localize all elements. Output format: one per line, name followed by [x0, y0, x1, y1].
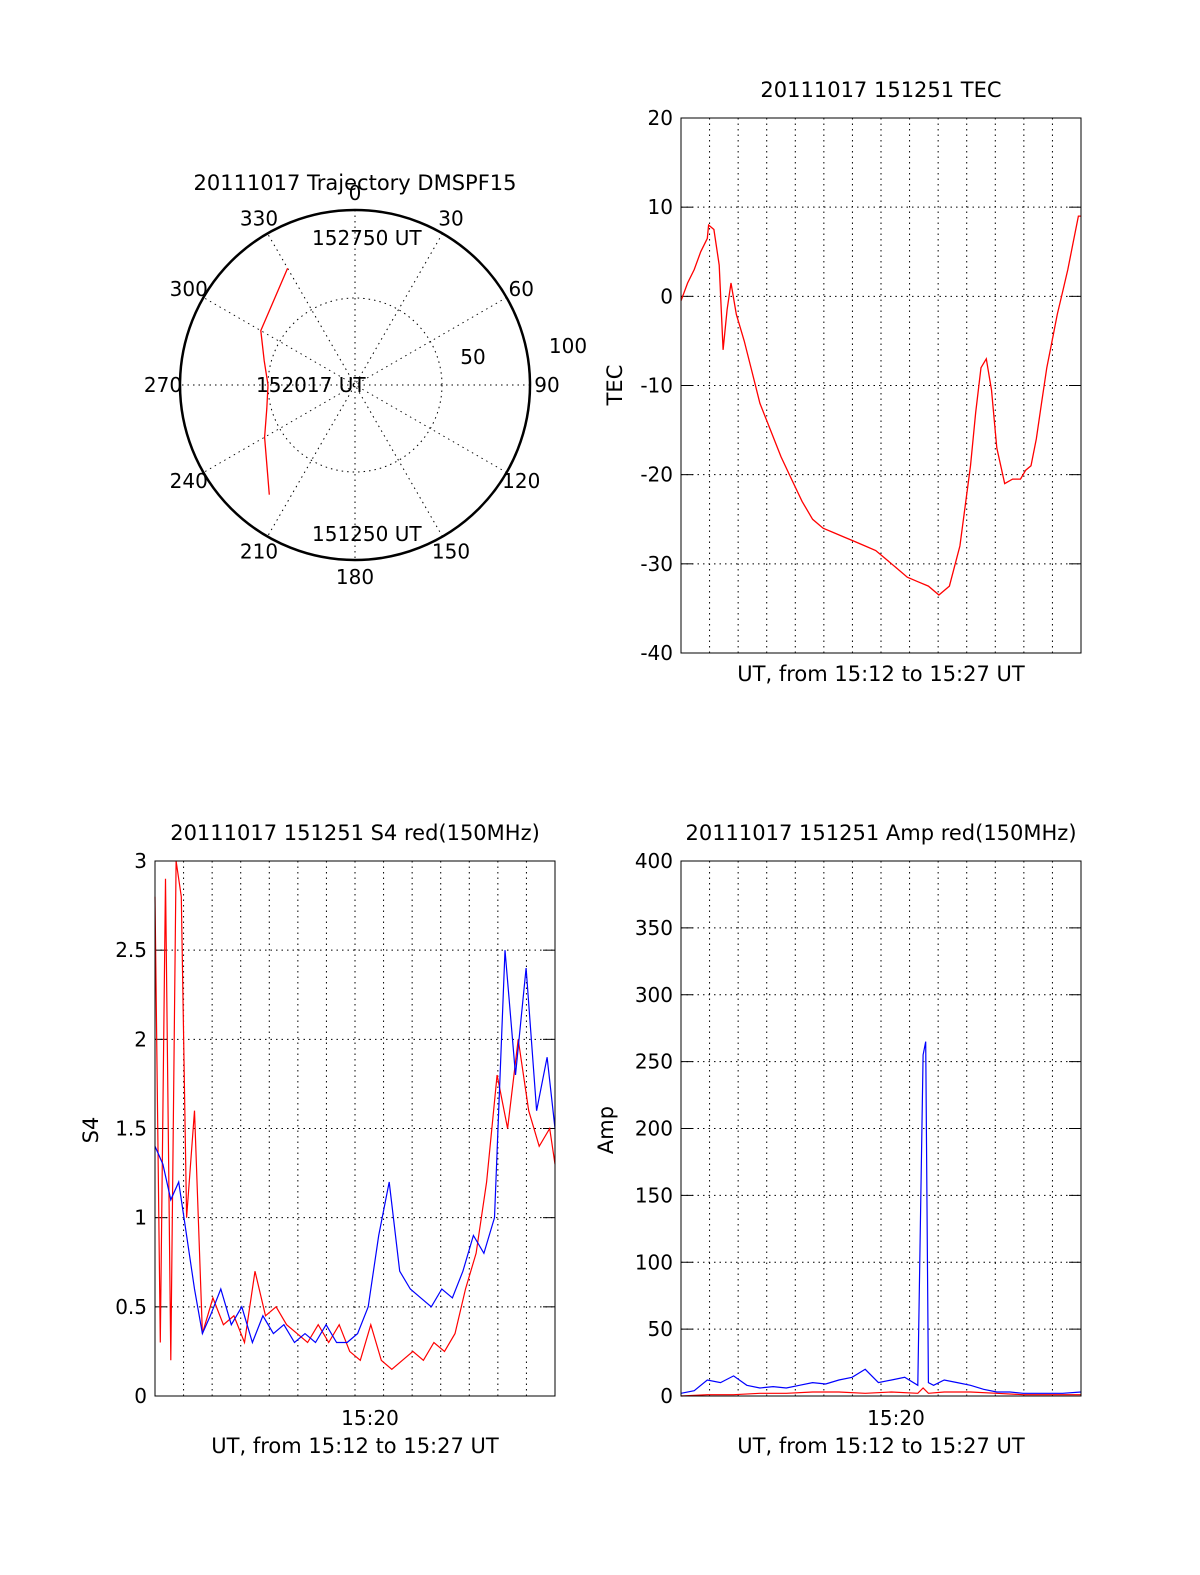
polar-angle-label: 300 — [170, 277, 208, 301]
s4-red-series-line — [154, 860, 556, 1371]
polar-angle-label: 210 — [240, 539, 278, 563]
polar-spoke — [267, 233, 443, 537]
amp-y-tick-label: 250 — [635, 1050, 673, 1074]
tec-y-axis-label: TEC — [603, 365, 627, 407]
polar-spoke — [267, 233, 443, 537]
tec-y-tick-label: -20 — [640, 463, 673, 487]
polar-spokes — [180, 210, 530, 560]
amp-panel: 20111017 151251 Amp red(150MHz) 400 350 30… — [594, 821, 1082, 1458]
tec-y-tick-label: -30 — [640, 552, 673, 576]
polar-angle-label: 120 — [502, 469, 540, 493]
tec-y-tick-label: -40 — [640, 641, 673, 665]
amp-y-tick-label: 300 — [635, 983, 673, 1007]
tec-y-tick-labels: 20 10 0 -10 -20 -30 -40 — [640, 106, 673, 665]
polar-angle-label: 0 — [349, 181, 362, 205]
tec-y-tick-label: 20 — [648, 106, 673, 130]
s4-title: 20111017 151251 S4 red(150MHz) — [170, 821, 540, 845]
s4-y-tick-label: 1.5 — [115, 1117, 147, 1141]
amp-grid — [681, 860, 1081, 1397]
amp-y-tick-label: 0 — [660, 1384, 673, 1408]
tec-y-tick-label: 0 — [660, 284, 673, 308]
tec-y-tick-label: 10 — [648, 195, 673, 219]
s4-panel: 20111017 151251 S4 red(150MHz) 3 2.5 2 1.5 1… — [79, 821, 556, 1458]
amp-y-tick-label: 350 — [635, 916, 673, 940]
polar-angle-labels: 0 30 60 90 120 150 180 210 240 270 300 330 — [144, 181, 560, 589]
s4-y-tick-label: 3 — [134, 849, 147, 873]
amp-red-series-line — [680, 1387, 1081, 1397]
polar-plot: 20111017 Trajectory DMSPF15 0 30 60 90 120 15… — [144, 171, 587, 589]
trajectory-end-label: 152750 UT — [312, 226, 422, 250]
amp-x-axis-label: UT, from 15:12 to 15:27 UT — [737, 1434, 1025, 1458]
amp-x-tick-label: 15:20 — [867, 1406, 925, 1430]
polar-spoke — [203, 297, 507, 473]
tec-series-line — [680, 215, 1081, 596]
amp-frame — [680, 860, 1082, 1397]
amp-y-axis-label: Amp — [594, 1106, 618, 1154]
s4-y-tick-label: 2.5 — [115, 938, 147, 962]
polar-angle-label: 150 — [432, 539, 470, 563]
amp-y-tick-label: 150 — [635, 1183, 673, 1207]
tec-title: 20111017 151251 TEC — [760, 78, 1001, 102]
trajectory-start-label: 151250 UT — [312, 522, 422, 546]
polar-angle-label: 330 — [240, 207, 278, 231]
amp-y-tick-label: 100 — [635, 1250, 673, 1274]
s4-x-tick-label: 15:20 — [341, 1406, 399, 1430]
tec-panel: 20111017 151251 TEC 20 10 0 -10 -20 -30 -40 TE… — [603, 78, 1082, 686]
s4-y-tick-label: 2 — [134, 1027, 147, 1051]
s4-y-axis-label: S4 — [79, 1117, 103, 1144]
s4-y-tick-label: 0 — [134, 1384, 147, 1408]
tec-y-tick-label: -10 — [640, 374, 673, 398]
s4-grid — [155, 860, 555, 1397]
polar-angle-label: 270 — [144, 373, 182, 397]
tec-frame — [680, 117, 1082, 654]
polar-angle-label: 180 — [336, 565, 374, 589]
s4-y-tick-labels: 3 2.5 2 1.5 1 0.5 0 — [115, 849, 147, 1408]
trajectory-line — [260, 267, 289, 495]
amp-y-tick-label: 200 — [635, 1117, 673, 1141]
polar-angle-label: 30 — [438, 207, 463, 231]
polar-radius-label: 100 — [549, 334, 587, 358]
amp-y-tick-label: 50 — [648, 1317, 673, 1341]
s4-y-tick-label: 1 — [134, 1206, 147, 1230]
tec-grid — [681, 117, 1081, 654]
tec-x-axis-label: UT, from 15:12 to 15:27 UT — [737, 662, 1025, 686]
polar-angle-label: 60 — [509, 277, 534, 301]
amp-y-tick-labels: 400 350 300 250 200 150 100 50 0 — [635, 849, 673, 1408]
amp-blue-series-line — [680, 1041, 1082, 1394]
amp-title: 20111017 151251 Amp red(150MHz) — [685, 821, 1076, 845]
polar-angle-label: 240 — [170, 469, 208, 493]
polar-title: 20111017 Trajectory DMSPF15 — [193, 171, 516, 195]
s4-x-axis-label: UT, from 15:12 to 15:27 UT — [211, 1434, 499, 1458]
s4-y-tick-label: 0.5 — [115, 1295, 147, 1319]
trajectory-mid-label: 152017 UT — [256, 373, 366, 397]
amp-y-tick-label: 400 — [635, 849, 673, 873]
polar-angle-label: 90 — [534, 373, 559, 397]
polar-spoke — [203, 297, 507, 473]
s4-frame — [154, 860, 556, 1397]
polar-radius-label: 50 — [460, 345, 485, 369]
s4-blue-series-line — [154, 950, 556, 1345]
